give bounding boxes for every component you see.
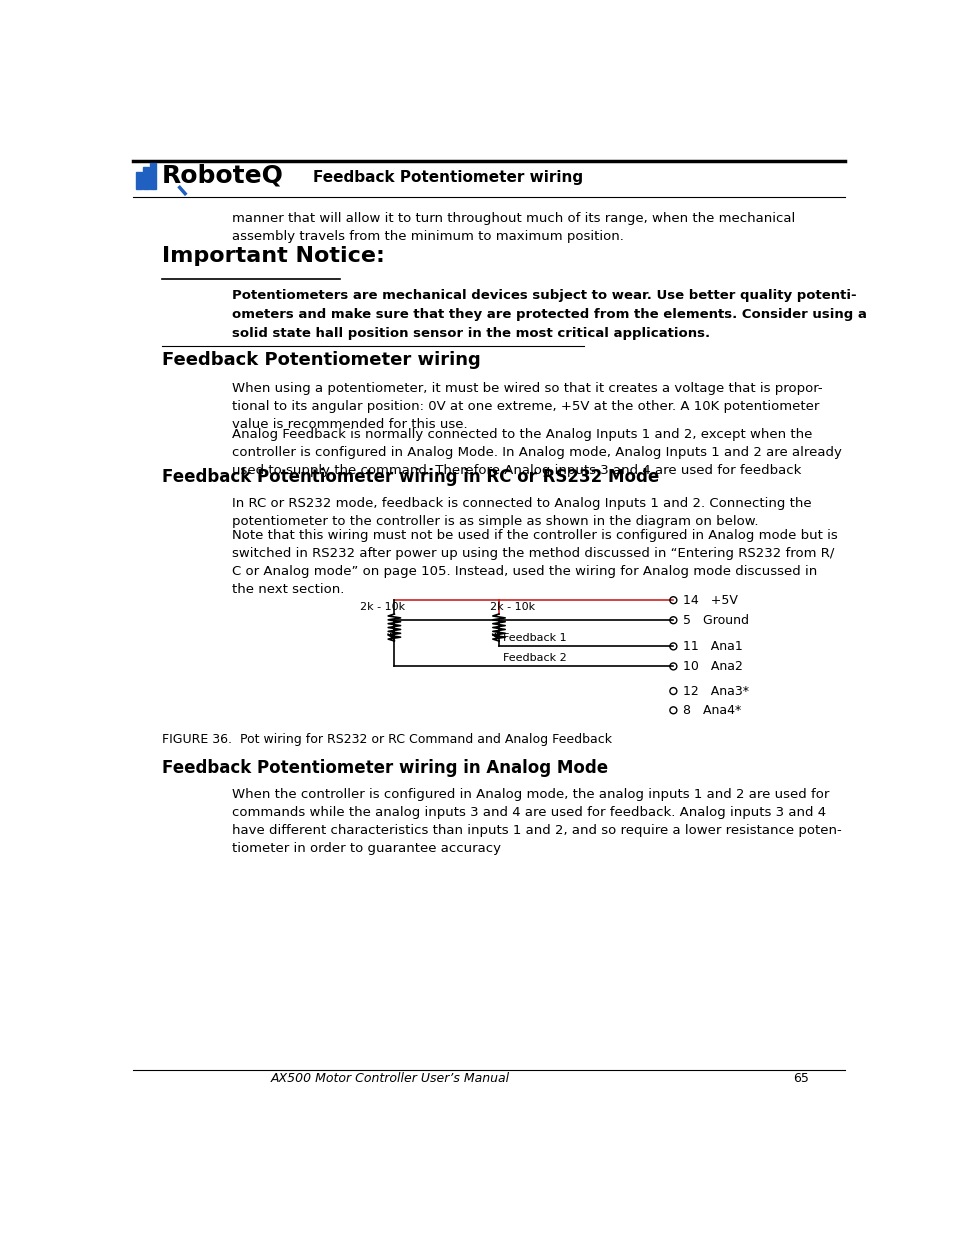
Text: Feedback Potentiometer wiring: Feedback Potentiometer wiring: [162, 351, 480, 369]
Text: 10   Ana2: 10 Ana2: [682, 659, 741, 673]
Text: 65: 65: [793, 1072, 808, 1086]
Text: Feedback Potentiometer wiring in RC or RS232 Mode: Feedback Potentiometer wiring in RC or R…: [162, 468, 659, 485]
Text: Analog Feedback is normally connected to the Analog Inputs 1 and 2, except when : Analog Feedback is normally connected to…: [232, 427, 841, 477]
Text: 2k - 10k: 2k - 10k: [360, 601, 405, 611]
Text: Important Notice:: Important Notice:: [162, 246, 384, 266]
Text: Feedback 2: Feedback 2: [502, 652, 566, 662]
Text: manner that will allow it to turn throughout much of its range, when the mechani: manner that will allow it to turn throug…: [232, 212, 794, 243]
Text: RoboteQ: RoboteQ: [162, 163, 283, 188]
Text: Feedback 1: Feedback 1: [502, 632, 566, 642]
Text: 2k - 10k: 2k - 10k: [489, 601, 535, 611]
Text: FIGURE 36.  Pot wiring for RS232 or RC Command and Analog Feedback: FIGURE 36. Pot wiring for RS232 or RC Co…: [162, 734, 611, 746]
Text: Note that this wiring must not be used if the controller is configured in Analog: Note that this wiring must not be used i…: [232, 530, 837, 597]
Text: 12   Ana3*: 12 Ana3*: [682, 684, 748, 698]
Text: When using a potentiometer, it must be wired so that it creates a voltage that i: When using a potentiometer, it must be w…: [232, 382, 821, 431]
Bar: [136, 172, 142, 189]
Text: 5   Ground: 5 Ground: [682, 614, 748, 626]
Text: In RC or RS232 mode, feedback is connected to Analog Inputs 1 and 2. Connecting : In RC or RS232 mode, feedback is connect…: [232, 496, 810, 529]
Text: When the controller is configured in Analog mode, the analog inputs 1 and 2 are : When the controller is configured in Ana…: [232, 788, 841, 855]
Text: 8   Ana4*: 8 Ana4*: [682, 704, 740, 716]
Text: 14   +5V: 14 +5V: [682, 594, 737, 606]
Bar: [150, 163, 155, 189]
Text: Feedback Potentiometer wiring: Feedback Potentiometer wiring: [313, 170, 582, 185]
Text: Feedback Potentiometer wiring in Analog Mode: Feedback Potentiometer wiring in Analog …: [162, 758, 607, 777]
Text: 11   Ana1: 11 Ana1: [682, 640, 741, 653]
Text: Potentiometers are mechanical devices subject to wear. Use better quality potent: Potentiometers are mechanical devices su…: [232, 289, 865, 340]
Text: AX500 Motor Controller User’s Manual: AX500 Motor Controller User’s Manual: [271, 1072, 510, 1086]
Bar: [143, 168, 149, 189]
